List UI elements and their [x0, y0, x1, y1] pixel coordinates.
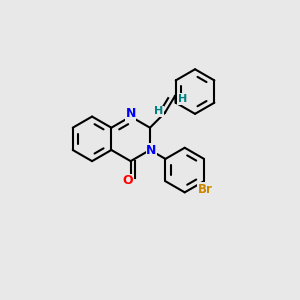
Text: H: H — [154, 106, 163, 116]
Text: N: N — [146, 143, 157, 157]
Text: Br: Br — [197, 183, 212, 196]
Text: H: H — [178, 94, 187, 104]
Text: N: N — [125, 107, 136, 120]
Text: O: O — [122, 174, 133, 187]
